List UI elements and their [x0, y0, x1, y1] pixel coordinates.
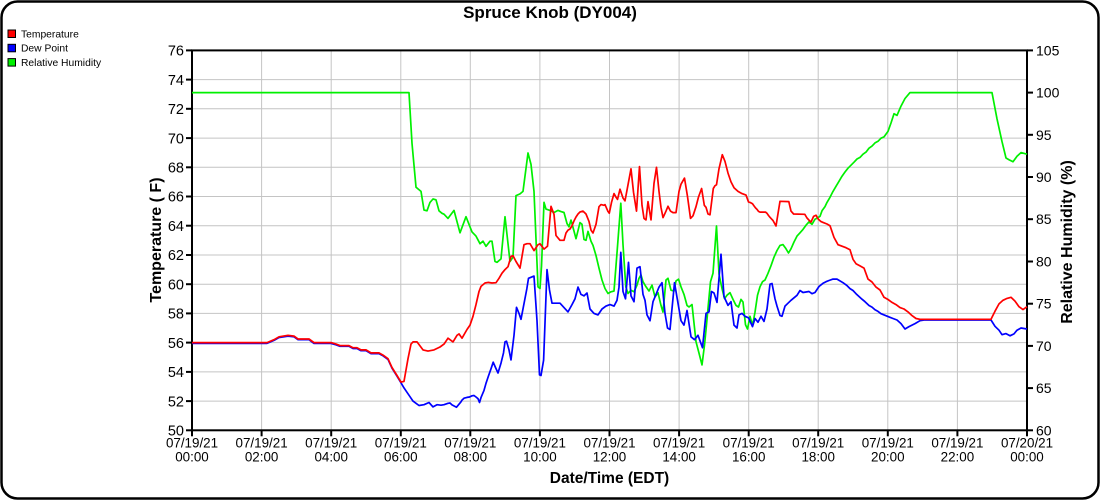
svg-text:08:00: 08:00: [454, 450, 488, 465]
svg-text:07/19/21: 07/19/21: [723, 436, 775, 451]
svg-text:Date/Time (EDT): Date/Time (EDT): [550, 470, 669, 487]
svg-text:00:00: 00:00: [1010, 450, 1044, 465]
svg-text:65: 65: [1036, 380, 1052, 396]
svg-text:74: 74: [168, 73, 184, 89]
svg-text:04:00: 04:00: [314, 450, 348, 465]
svg-text:07/19/21: 07/19/21: [792, 436, 844, 451]
svg-text:07/19/21: 07/19/21: [862, 436, 914, 451]
svg-text:07/19/21: 07/19/21: [166, 436, 218, 451]
svg-text:07/20/21: 07/20/21: [1001, 436, 1053, 451]
svg-text:64: 64: [168, 219, 184, 235]
svg-text:95: 95: [1036, 127, 1052, 143]
svg-text:58: 58: [168, 307, 184, 323]
svg-text:66: 66: [168, 190, 184, 206]
svg-text:54: 54: [168, 365, 184, 381]
svg-text:07/19/21: 07/19/21: [653, 436, 705, 451]
svg-text:56: 56: [168, 336, 184, 352]
svg-text:Temperature ( F): Temperature ( F): [148, 177, 165, 302]
svg-text:68: 68: [168, 161, 184, 177]
svg-text:70: 70: [1036, 338, 1052, 354]
svg-text:14:00: 14:00: [662, 450, 696, 465]
svg-text:07/19/21: 07/19/21: [514, 436, 566, 451]
svg-text:52: 52: [168, 394, 184, 410]
svg-text:06:00: 06:00: [384, 450, 418, 465]
svg-text:07/19/21: 07/19/21: [583, 436, 635, 451]
svg-text:76: 76: [168, 44, 184, 60]
svg-text:70: 70: [168, 131, 184, 147]
svg-text:22:00: 22:00: [941, 450, 975, 465]
svg-text:60: 60: [1036, 422, 1052, 438]
svg-text:100: 100: [1036, 85, 1060, 101]
svg-text:Dew Point: Dew Point: [21, 44, 68, 55]
svg-text:105: 105: [1036, 42, 1060, 58]
svg-text:90: 90: [1036, 169, 1052, 185]
svg-text:12:00: 12:00: [593, 450, 627, 465]
svg-text:18:00: 18:00: [801, 450, 835, 465]
svg-text:07/19/21: 07/19/21: [444, 436, 496, 451]
svg-text:62: 62: [168, 248, 184, 264]
svg-text:Relative Humidity (%): Relative Humidity (%): [1059, 160, 1076, 324]
svg-text:07/19/21: 07/19/21: [236, 436, 288, 451]
svg-text:50: 50: [168, 424, 184, 440]
svg-text:85: 85: [1036, 211, 1052, 227]
svg-text:75: 75: [1036, 296, 1052, 312]
svg-text:16:00: 16:00: [732, 450, 766, 465]
svg-text:00:00: 00:00: [175, 450, 209, 465]
svg-text:02:00: 02:00: [245, 450, 279, 465]
svg-text:07/19/21: 07/19/21: [931, 436, 983, 451]
svg-text:07/19/21: 07/19/21: [375, 436, 427, 451]
svg-text:80: 80: [1036, 254, 1052, 270]
svg-text:07/19/21: 07/19/21: [305, 436, 357, 451]
svg-text:10:00: 10:00: [523, 450, 557, 465]
svg-text:Temperature: Temperature: [21, 29, 79, 40]
svg-text:Relative Humidity: Relative Humidity: [21, 58, 102, 69]
svg-text:Spruce Knob (DY004): Spruce Knob (DY004): [463, 3, 637, 22]
svg-text:60: 60: [168, 277, 184, 293]
svg-text:72: 72: [168, 102, 184, 118]
svg-text:20:00: 20:00: [871, 450, 905, 465]
